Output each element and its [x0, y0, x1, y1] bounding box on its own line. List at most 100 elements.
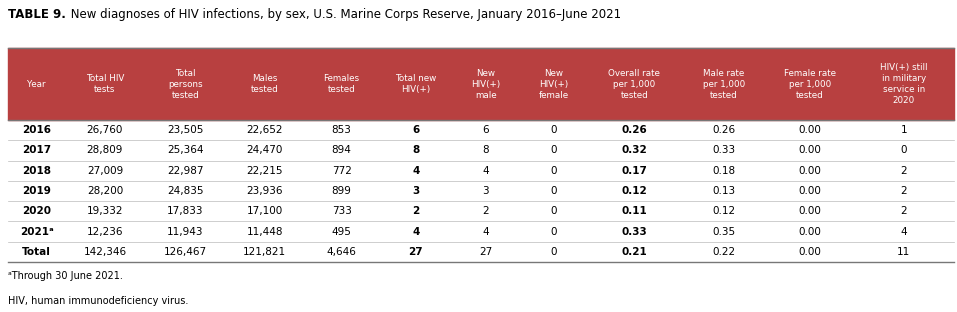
- Text: 4,646: 4,646: [326, 247, 357, 257]
- Text: 495: 495: [332, 227, 351, 236]
- Text: 2020: 2020: [22, 206, 51, 216]
- Text: 6: 6: [412, 125, 419, 135]
- Text: 22,215: 22,215: [247, 166, 283, 176]
- Text: 17,833: 17,833: [167, 206, 204, 216]
- Text: 4: 4: [482, 166, 489, 176]
- Text: 22,652: 22,652: [247, 125, 283, 135]
- Text: 4: 4: [901, 227, 907, 236]
- Text: 1: 1: [901, 125, 907, 135]
- Text: 11: 11: [897, 247, 910, 257]
- Text: 0.00: 0.00: [799, 206, 821, 216]
- Text: 0.12: 0.12: [712, 206, 735, 216]
- Text: 0.00: 0.00: [799, 227, 821, 236]
- Text: 28,809: 28,809: [87, 145, 123, 155]
- Text: 0.32: 0.32: [621, 145, 647, 155]
- Text: 0.13: 0.13: [712, 186, 735, 196]
- Text: 24,470: 24,470: [247, 145, 283, 155]
- Text: 8: 8: [412, 145, 419, 155]
- Text: Year: Year: [27, 80, 46, 89]
- Text: 0.26: 0.26: [712, 125, 735, 135]
- Text: 2016: 2016: [22, 125, 51, 135]
- Text: 11,448: 11,448: [247, 227, 283, 236]
- Text: 894: 894: [332, 145, 351, 155]
- Text: 0: 0: [550, 125, 557, 135]
- Text: 0: 0: [550, 206, 557, 216]
- Text: 0.00: 0.00: [799, 247, 821, 257]
- Text: 0.00: 0.00: [799, 186, 821, 196]
- Text: 0.00: 0.00: [799, 125, 821, 135]
- Text: 0: 0: [550, 227, 557, 236]
- Text: 0.26: 0.26: [621, 125, 647, 135]
- Text: 2: 2: [901, 166, 907, 176]
- Text: 8: 8: [482, 145, 489, 155]
- Text: 0: 0: [550, 166, 557, 176]
- Text: 899: 899: [332, 186, 351, 196]
- Text: 733: 733: [332, 206, 351, 216]
- Text: 0: 0: [550, 247, 557, 257]
- Text: 126,467: 126,467: [164, 247, 207, 257]
- Text: 19,332: 19,332: [87, 206, 123, 216]
- Text: 0: 0: [550, 186, 557, 196]
- Text: Total new
HIV(+): Total new HIV(+): [395, 74, 436, 94]
- Text: 2017: 2017: [22, 145, 51, 155]
- Text: 24,835: 24,835: [167, 186, 204, 196]
- Text: 0.12: 0.12: [621, 186, 647, 196]
- Text: 26,760: 26,760: [87, 125, 123, 135]
- Text: Female rate
per 1,000
tested: Female rate per 1,000 tested: [784, 69, 836, 100]
- Text: Total HIV
tests: Total HIV tests: [86, 74, 124, 94]
- Text: Overall rate
per 1,000
tested: Overall rate per 1,000 tested: [609, 69, 660, 100]
- Text: 27: 27: [479, 247, 492, 257]
- Text: 27,009: 27,009: [87, 166, 123, 176]
- Text: 3: 3: [412, 186, 419, 196]
- Text: 27: 27: [409, 247, 423, 257]
- Text: Total
persons
tested: Total persons tested: [168, 69, 203, 100]
- Text: Total: Total: [22, 247, 51, 257]
- Text: 0: 0: [550, 145, 557, 155]
- Text: TABLE 9.: TABLE 9.: [8, 8, 65, 21]
- Text: 2: 2: [482, 206, 489, 216]
- Text: HIV(+) still
in military
service in
2020: HIV(+) still in military service in 2020: [879, 63, 927, 105]
- Text: 0.35: 0.35: [712, 227, 735, 236]
- Text: 3: 3: [482, 186, 489, 196]
- Text: 0.21: 0.21: [621, 247, 647, 257]
- Text: 0.18: 0.18: [712, 166, 735, 176]
- Text: 0.00: 0.00: [799, 166, 821, 176]
- Text: 2: 2: [412, 206, 419, 216]
- Text: 4: 4: [482, 227, 489, 236]
- Text: 28,200: 28,200: [87, 186, 123, 196]
- Text: 2: 2: [901, 186, 907, 196]
- Text: Females
tested: Females tested: [323, 74, 360, 94]
- Text: New diagnoses of HIV infections, by sex, U.S. Marine Corps Reserve, January 2016: New diagnoses of HIV infections, by sex,…: [67, 8, 621, 21]
- Text: 0.11: 0.11: [621, 206, 647, 216]
- Text: 2021ᵃ: 2021ᵃ: [20, 227, 54, 236]
- Text: New
HIV(+)
female: New HIV(+) female: [539, 69, 569, 100]
- Text: 2019: 2019: [22, 186, 51, 196]
- Text: 23,936: 23,936: [247, 186, 283, 196]
- Text: Male rate
per 1,000
tested: Male rate per 1,000 tested: [702, 69, 745, 100]
- Text: 0.17: 0.17: [621, 166, 647, 176]
- Text: 4: 4: [412, 227, 419, 236]
- Text: New
HIV(+)
male: New HIV(+) male: [471, 69, 501, 100]
- Text: 0.33: 0.33: [621, 227, 647, 236]
- Text: ᵃThrough 30 June 2021.: ᵃThrough 30 June 2021.: [8, 271, 122, 281]
- Text: 2018: 2018: [22, 166, 51, 176]
- Text: 853: 853: [332, 125, 351, 135]
- Text: 0.22: 0.22: [712, 247, 735, 257]
- Text: Males
tested: Males tested: [251, 74, 278, 94]
- Text: 142,346: 142,346: [83, 247, 126, 257]
- Text: 23,505: 23,505: [167, 125, 204, 135]
- Text: 12,236: 12,236: [87, 227, 123, 236]
- Text: 0: 0: [901, 145, 907, 155]
- Text: 11,943: 11,943: [167, 227, 204, 236]
- Text: 4: 4: [412, 166, 419, 176]
- Text: 17,100: 17,100: [247, 206, 283, 216]
- Text: 2: 2: [901, 206, 907, 216]
- Text: 0.00: 0.00: [799, 145, 821, 155]
- Text: 0.33: 0.33: [712, 145, 735, 155]
- Text: 22,987: 22,987: [167, 166, 204, 176]
- Text: 25,364: 25,364: [167, 145, 204, 155]
- Text: 6: 6: [482, 125, 489, 135]
- Text: 121,821: 121,821: [243, 247, 286, 257]
- Text: 772: 772: [332, 166, 351, 176]
- Text: HIV, human immunodeficiency virus.: HIV, human immunodeficiency virus.: [8, 296, 188, 306]
